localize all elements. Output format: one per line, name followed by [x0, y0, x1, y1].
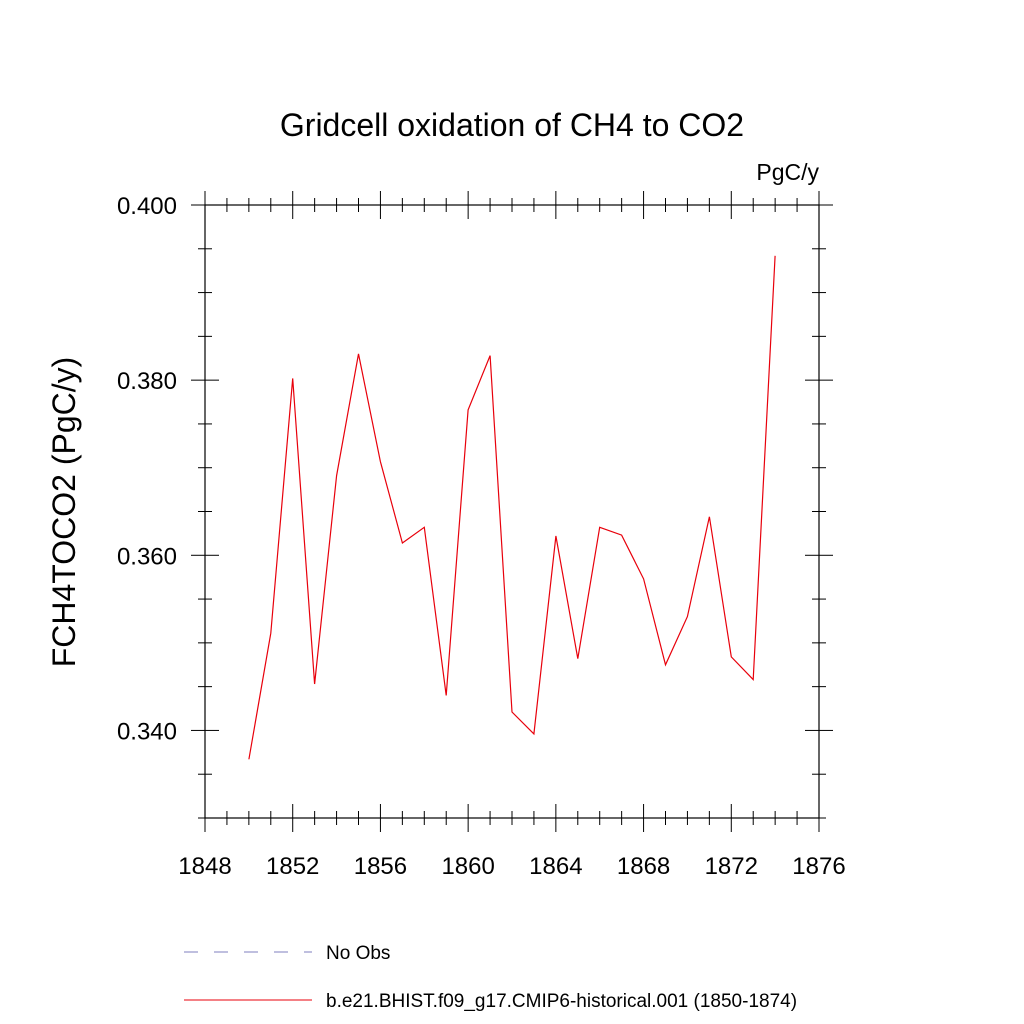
chart-title: Gridcell oxidation of CH4 to CO2 — [280, 107, 744, 143]
x-tick-label: 1868 — [617, 853, 670, 880]
axis-ticks — [191, 191, 833, 832]
legend: No Obs b.e21.BHIST.f09_g17.CMIP6-historic… — [184, 943, 797, 1012]
x-tick-label: 1860 — [441, 853, 494, 880]
x-tick-label: 1872 — [705, 853, 758, 880]
plot-frame — [204, 204, 820, 819]
series-lines — [248, 255, 776, 760]
series-line-1 — [248, 255, 776, 760]
y-tick-label: 0.360 — [117, 543, 177, 570]
axis-tick-labels: 1848 1852 1856 1860 1864 1868 1872 1876 0.340 0.3… — [117, 193, 846, 880]
x-tick-label: 1848 — [178, 853, 231, 880]
x-tick-label: 1856 — [354, 853, 407, 880]
y-tick-label: 0.380 — [117, 368, 177, 395]
legend-entry-1: b.e21.BHIST.f09_g17.CMIP6-historical.001… — [326, 991, 797, 1012]
y-tick-label: 0.400 — [117, 193, 177, 220]
x-tick-label: 1864 — [529, 853, 582, 880]
legend-entry-0: No Obs — [326, 943, 390, 964]
y-axis-label: FCH4TOCO2 (PgC/y) — [46, 357, 82, 668]
x-tick-label: 1876 — [792, 853, 845, 880]
x-tick-label: 1852 — [266, 853, 319, 880]
units-label: PgC/y — [756, 159, 819, 185]
y-tick-label: 0.340 — [117, 718, 177, 745]
